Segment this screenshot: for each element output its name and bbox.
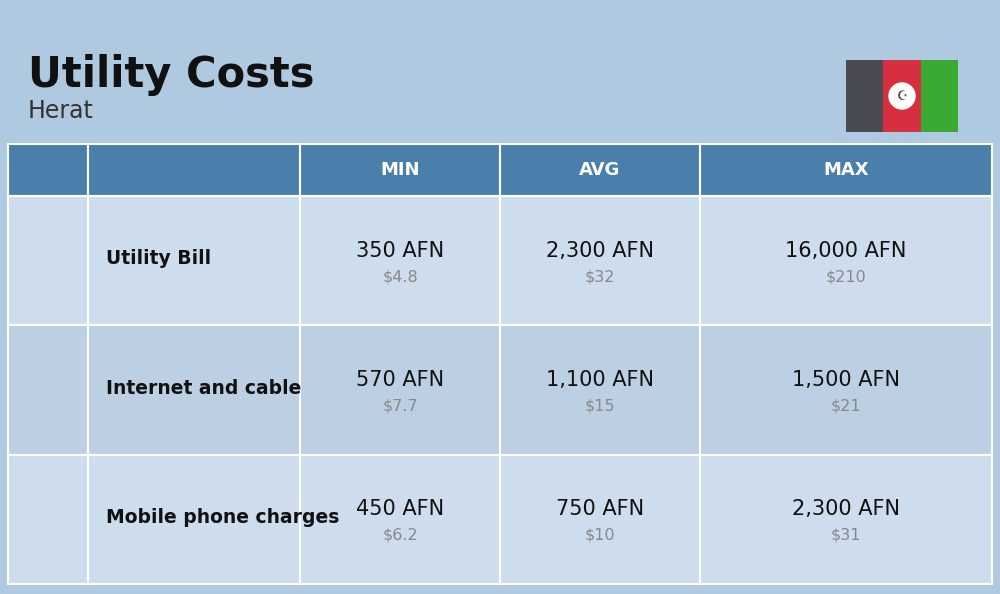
Bar xyxy=(8,454,88,584)
Bar xyxy=(88,454,300,584)
Text: 350 AFN: 350 AFN xyxy=(356,241,444,261)
Text: $7.7: $7.7 xyxy=(382,399,418,413)
Text: Utility Costs: Utility Costs xyxy=(28,54,314,96)
Text: 570 AFN: 570 AFN xyxy=(356,370,444,390)
Bar xyxy=(88,196,300,326)
Text: 1,100 AFN: 1,100 AFN xyxy=(546,370,654,390)
Bar xyxy=(88,326,300,454)
Text: ☪: ☪ xyxy=(896,90,908,103)
Text: 16,000 AFN: 16,000 AFN xyxy=(785,241,907,261)
Text: 450 AFN: 450 AFN xyxy=(356,500,444,519)
Text: MAX: MAX xyxy=(823,161,869,179)
Bar xyxy=(700,326,992,454)
Bar xyxy=(700,454,992,584)
Text: AVG: AVG xyxy=(579,161,621,179)
Text: Mobile phone charges: Mobile phone charges xyxy=(106,508,339,527)
Bar xyxy=(883,60,921,132)
Text: 2,300 AFN: 2,300 AFN xyxy=(546,241,654,261)
Bar xyxy=(700,144,992,196)
Bar xyxy=(300,326,500,454)
Text: $4.8: $4.8 xyxy=(382,269,418,284)
Bar xyxy=(700,196,992,326)
Bar xyxy=(88,144,300,196)
Text: $10: $10 xyxy=(585,528,615,543)
Text: 750 AFN: 750 AFN xyxy=(556,500,644,519)
Bar xyxy=(921,60,958,132)
Text: $21: $21 xyxy=(831,399,861,413)
Bar xyxy=(8,144,88,196)
Bar xyxy=(500,196,700,326)
Bar xyxy=(300,144,500,196)
Text: 1,500 AFN: 1,500 AFN xyxy=(792,370,900,390)
Bar xyxy=(500,454,700,584)
Bar xyxy=(300,196,500,326)
Text: Herat: Herat xyxy=(28,99,94,123)
Text: Utility Bill: Utility Bill xyxy=(106,249,211,268)
Bar xyxy=(500,144,700,196)
Text: $32: $32 xyxy=(585,269,615,284)
Bar xyxy=(500,326,700,454)
Text: MIN: MIN xyxy=(380,161,420,179)
Text: $210: $210 xyxy=(826,269,866,284)
Bar xyxy=(300,454,500,584)
Text: Internet and cable: Internet and cable xyxy=(106,378,301,397)
Text: $15: $15 xyxy=(585,399,615,413)
Circle shape xyxy=(889,83,915,109)
Text: $6.2: $6.2 xyxy=(382,528,418,543)
Bar xyxy=(8,326,88,454)
Text: $31: $31 xyxy=(831,528,861,543)
Bar xyxy=(846,60,883,132)
Text: 2,300 AFN: 2,300 AFN xyxy=(792,500,900,519)
Bar xyxy=(8,196,88,326)
